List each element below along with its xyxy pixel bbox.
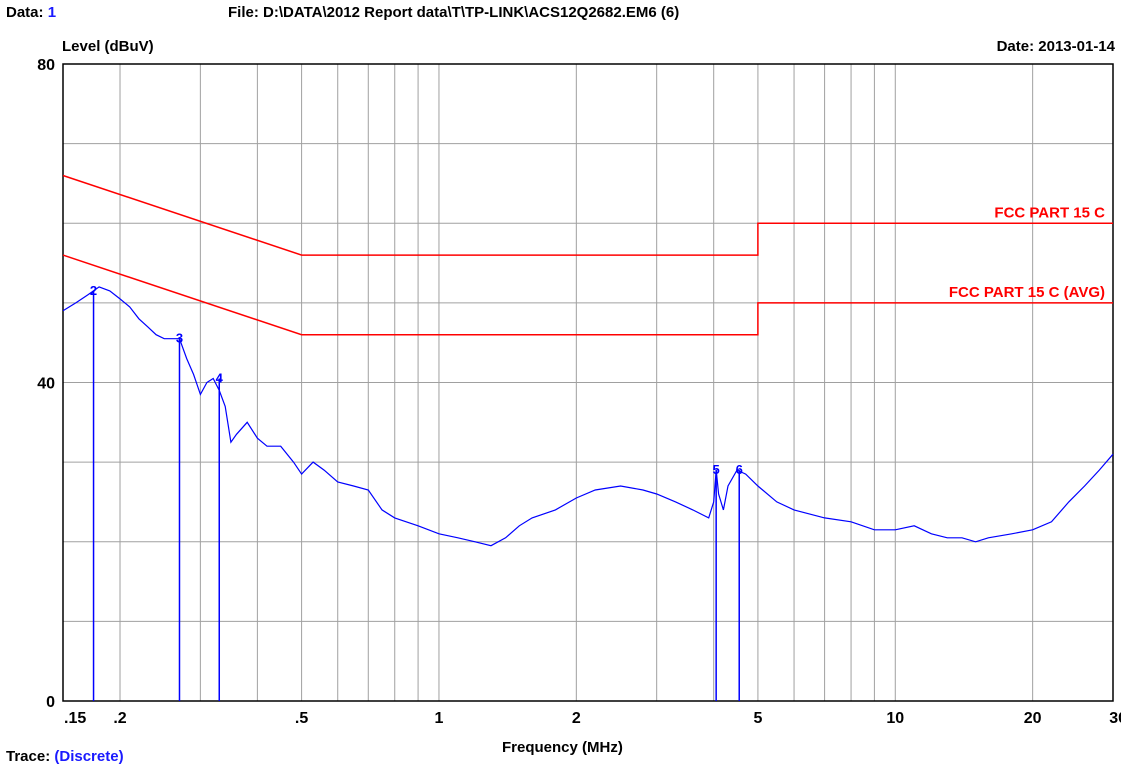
x-tick-label: 1 bbox=[435, 710, 444, 727]
marker-layer: 2 3 4 5 6 bbox=[90, 283, 743, 701]
marker-label: 2 bbox=[90, 283, 97, 298]
trace-value: (Discrete) bbox=[54, 748, 123, 765]
x-tick-label: 30 bbox=[1109, 710, 1121, 727]
x-axis-label: Frequency (MHz) bbox=[502, 739, 623, 756]
limit-label: FCC PART 15 C bbox=[994, 204, 1105, 221]
x-tick-label: 2 bbox=[572, 710, 581, 727]
y-tick-label: 80 bbox=[37, 57, 55, 74]
y-tick-label: 0 bbox=[46, 694, 55, 711]
y-tick-label: 40 bbox=[37, 376, 55, 393]
marker-label: 4 bbox=[216, 371, 224, 386]
marker-label: 3 bbox=[176, 331, 183, 346]
trace-label: Trace: bbox=[6, 748, 50, 765]
x-tick-label: 20 bbox=[1024, 710, 1042, 727]
limit-line bbox=[63, 176, 1113, 256]
trace-row: Trace: (Discrete) bbox=[6, 748, 124, 765]
x-tick-label: 5 bbox=[753, 710, 762, 727]
x-tick-label: .2 bbox=[113, 710, 126, 727]
x-tick-label: 10 bbox=[886, 710, 904, 727]
series-layer bbox=[63, 176, 1113, 546]
x-tick-label: .5 bbox=[295, 710, 308, 727]
x-tick-label: .15 bbox=[64, 710, 86, 727]
marker-label: 6 bbox=[736, 462, 743, 477]
marker-label: 5 bbox=[713, 462, 720, 477]
limit-label: FCC PART 15 C (AVG) bbox=[949, 284, 1105, 301]
measurement-trace bbox=[63, 287, 1113, 546]
